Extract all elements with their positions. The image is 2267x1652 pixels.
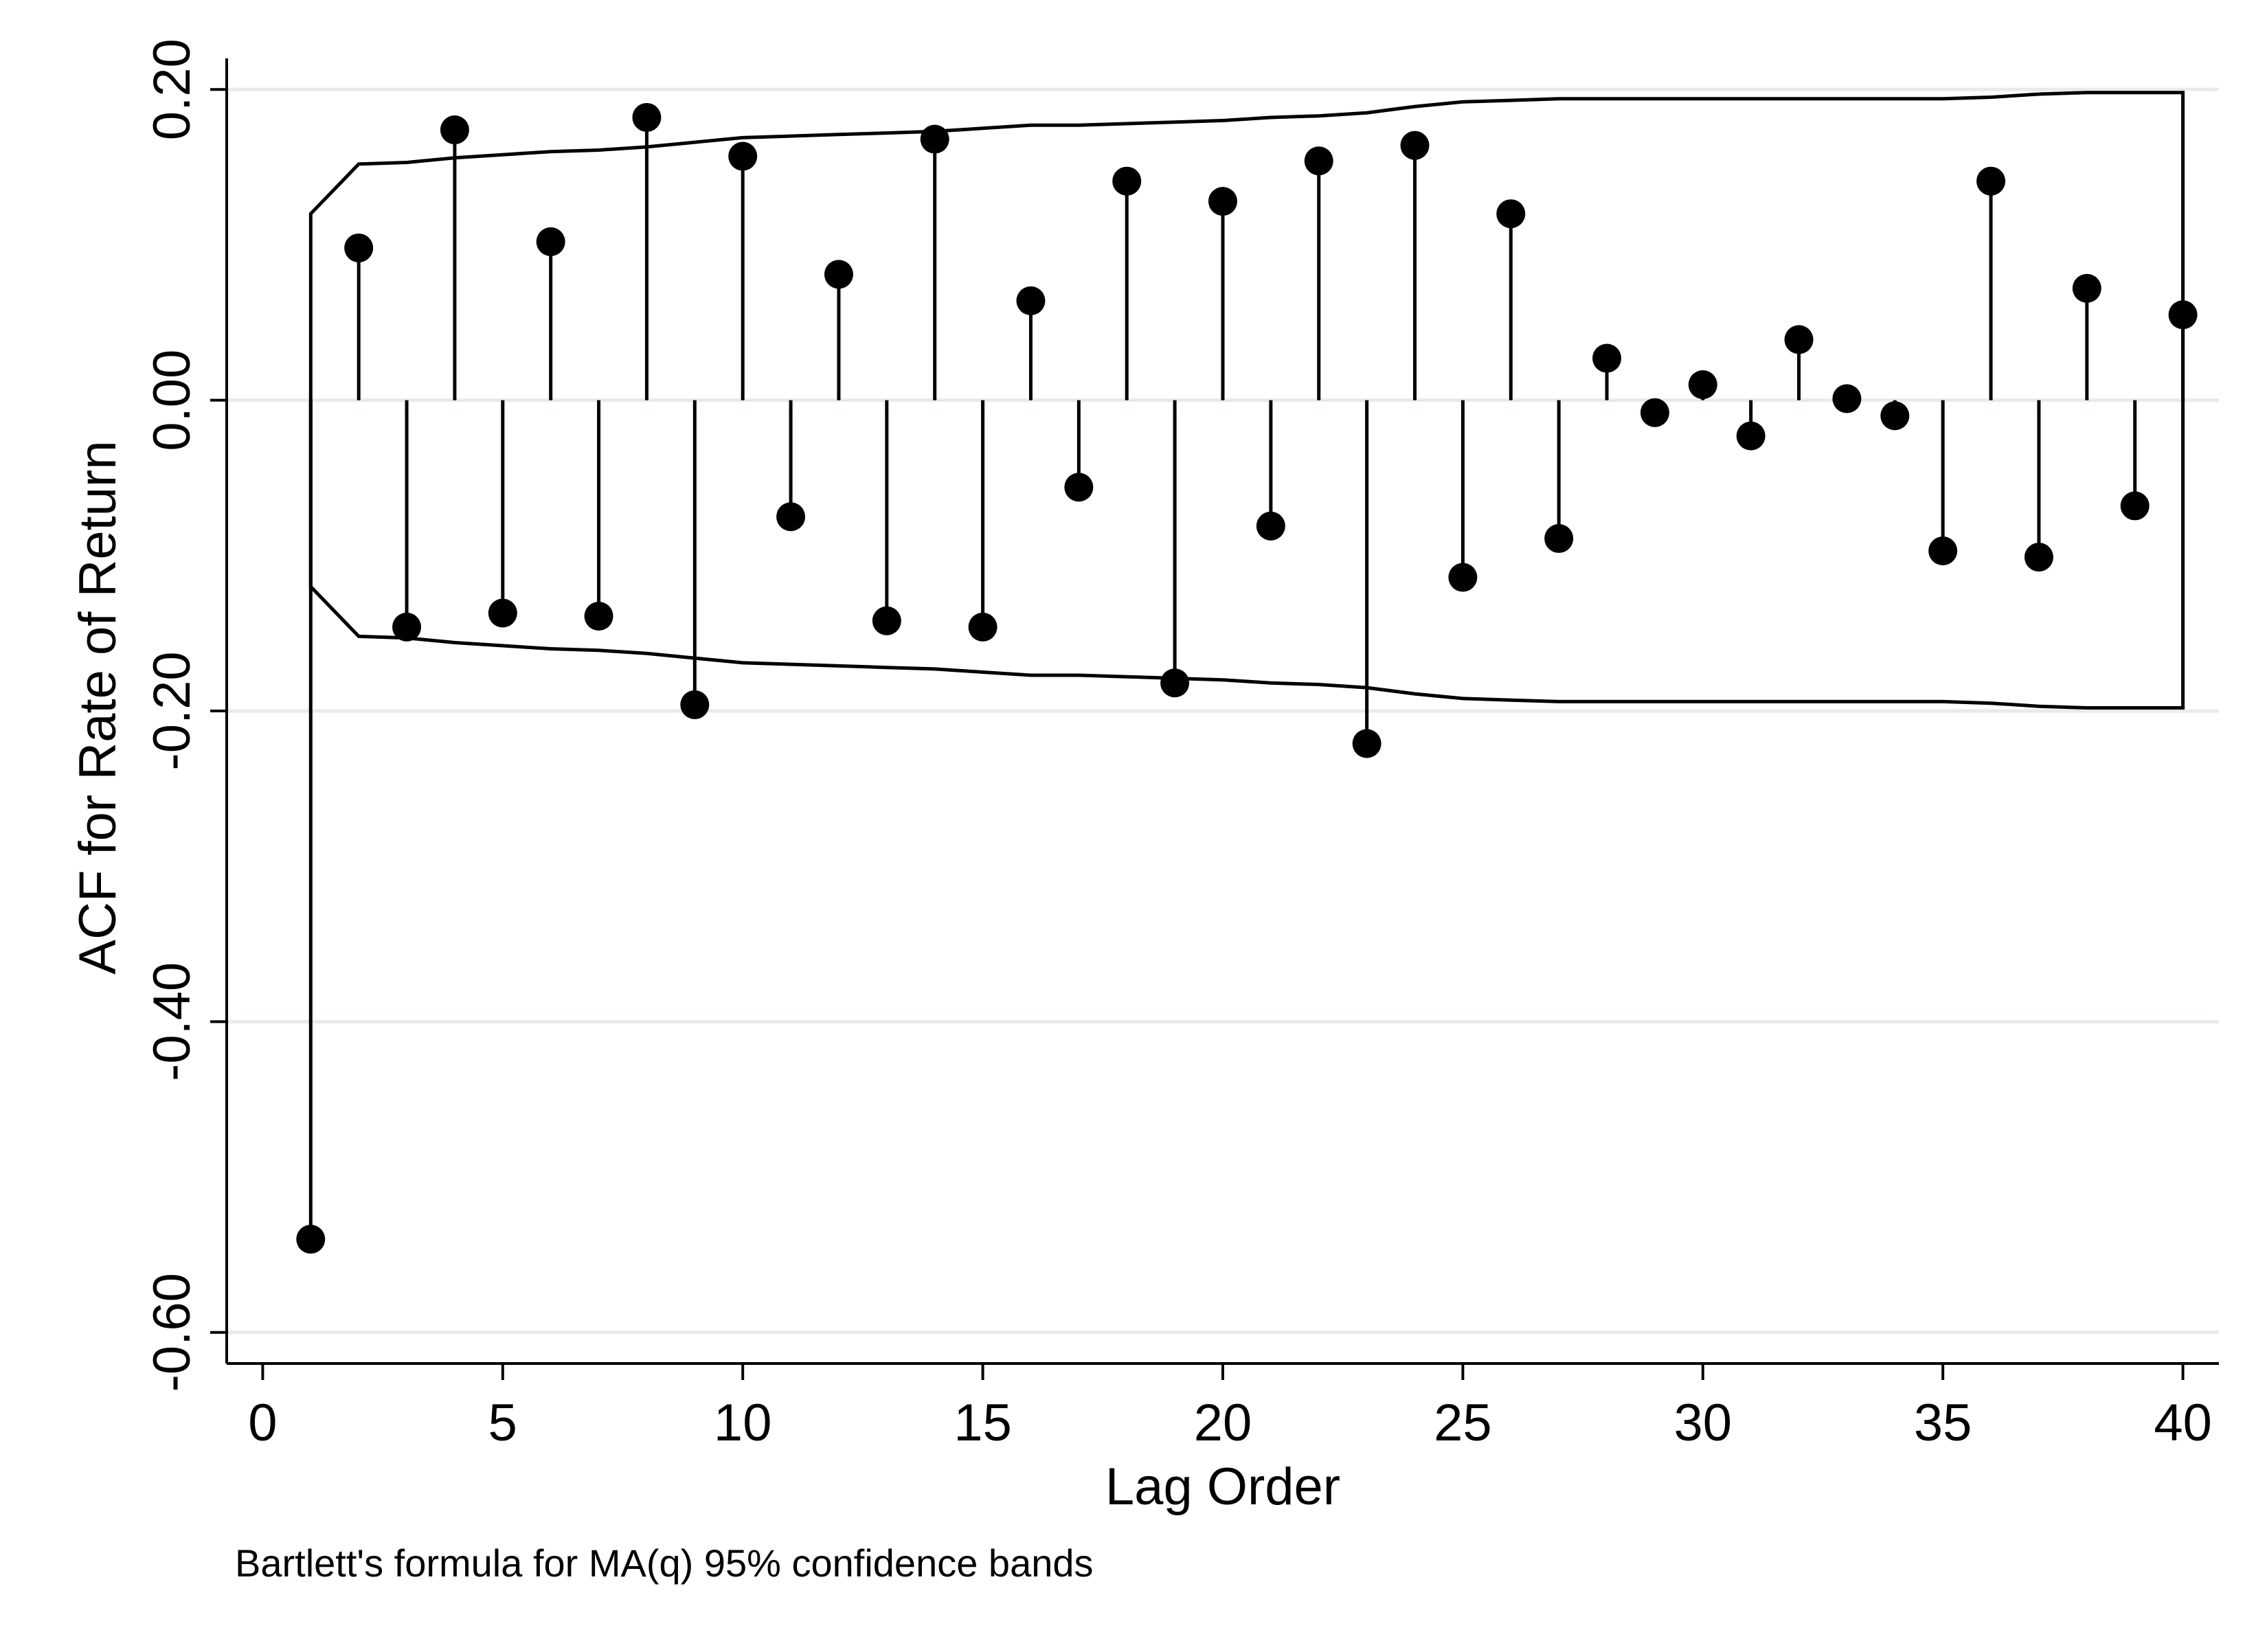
acf-point-lag-34 — [1880, 401, 1910, 431]
acf-point-lag-14 — [920, 124, 949, 154]
acf-point-lag-15 — [968, 612, 997, 642]
acf-point-lag-30 — [1688, 370, 1717, 399]
tick-labels: 0.20 0.00 -0.20 -0.40 -0.60 0 5 10 15 20 25 30 35 40 — [143, 38, 2212, 1452]
confidence-band — [308, 91, 2185, 710]
acf-point-lag-37 — [2024, 543, 2053, 572]
x-tick-label: 35 — [1914, 1394, 1972, 1452]
y-axis-title: ACF for Rate of Return — [69, 440, 127, 974]
y-tick-label: -0.20 — [143, 651, 201, 770]
acf-point-lag-7 — [584, 602, 613, 631]
x-tick-label: 40 — [2154, 1394, 2212, 1452]
acf-point-lag-36 — [1976, 166, 2006, 196]
acf-stems — [296, 102, 2198, 1254]
acf-point-lag-8 — [632, 102, 662, 132]
acf-point-lag-18 — [1112, 166, 1142, 196]
acf-point-lag-40 — [2168, 300, 2198, 330]
acf-point-lag-12 — [824, 260, 853, 289]
y-tick-label: 0.20 — [143, 38, 201, 140]
acf-point-lag-22 — [1304, 146, 1333, 176]
acf-point-lag-5 — [488, 598, 517, 628]
acf-point-lag-25 — [1448, 563, 1478, 592]
confidence-band-note: Bartlett's formula for MA(q) 95% confide… — [235, 1541, 1094, 1585]
x-tick-label: 5 — [488, 1394, 517, 1452]
acf-point-lag-4 — [440, 115, 469, 145]
x-tick-label: 0 — [248, 1394, 277, 1452]
acf-point-lag-33 — [1832, 384, 1862, 414]
acf-point-lag-10 — [728, 142, 758, 171]
acf-point-lag-29 — [1640, 398, 1669, 427]
x-axis-title: Lag Order — [1105, 1458, 1340, 1516]
acf-point-lag-35 — [1928, 536, 1958, 566]
acf-point-lag-2 — [344, 233, 374, 262]
acf-point-lag-32 — [1784, 325, 1814, 354]
acf-point-lag-13 — [872, 606, 901, 635]
acf-point-lag-39 — [2120, 491, 2150, 521]
acf-point-lag-3 — [392, 612, 422, 642]
acf-point-lag-27 — [1544, 523, 1574, 553]
acf-point-lag-9 — [680, 690, 710, 719]
acf-point-lag-16 — [1016, 286, 1046, 315]
acf-point-lag-28 — [1592, 343, 1622, 373]
acf-point-lag-31 — [1736, 421, 1766, 451]
acf-point-lag-1 — [296, 1225, 326, 1254]
x-tick-label: 20 — [1194, 1394, 1252, 1452]
acf-point-lag-11 — [776, 502, 806, 532]
acf-point-lag-21 — [1256, 511, 1285, 541]
x-tick-label: 30 — [1674, 1394, 1733, 1452]
acf-point-lag-17 — [1064, 473, 1094, 502]
y-tick-label: -0.60 — [143, 1273, 201, 1392]
acf-point-lag-6 — [536, 227, 565, 256]
acf-point-lag-19 — [1160, 668, 1190, 698]
acf-point-lag-20 — [1208, 187, 1237, 216]
acf-point-lag-38 — [2072, 273, 2101, 303]
x-tick-label: 15 — [954, 1394, 1012, 1452]
acf-point-lag-26 — [1496, 199, 1526, 229]
acf-point-lag-24 — [1400, 131, 1430, 160]
confidence-band-outline — [308, 91, 2185, 710]
y-tick-label: -0.40 — [143, 962, 201, 1081]
y-tick-label: 0.00 — [143, 350, 201, 451]
axes — [210, 58, 2219, 1380]
x-tick-label: 25 — [1434, 1394, 1492, 1452]
acf-point-lag-23 — [1352, 729, 1381, 758]
x-tick-label: 10 — [714, 1394, 772, 1452]
